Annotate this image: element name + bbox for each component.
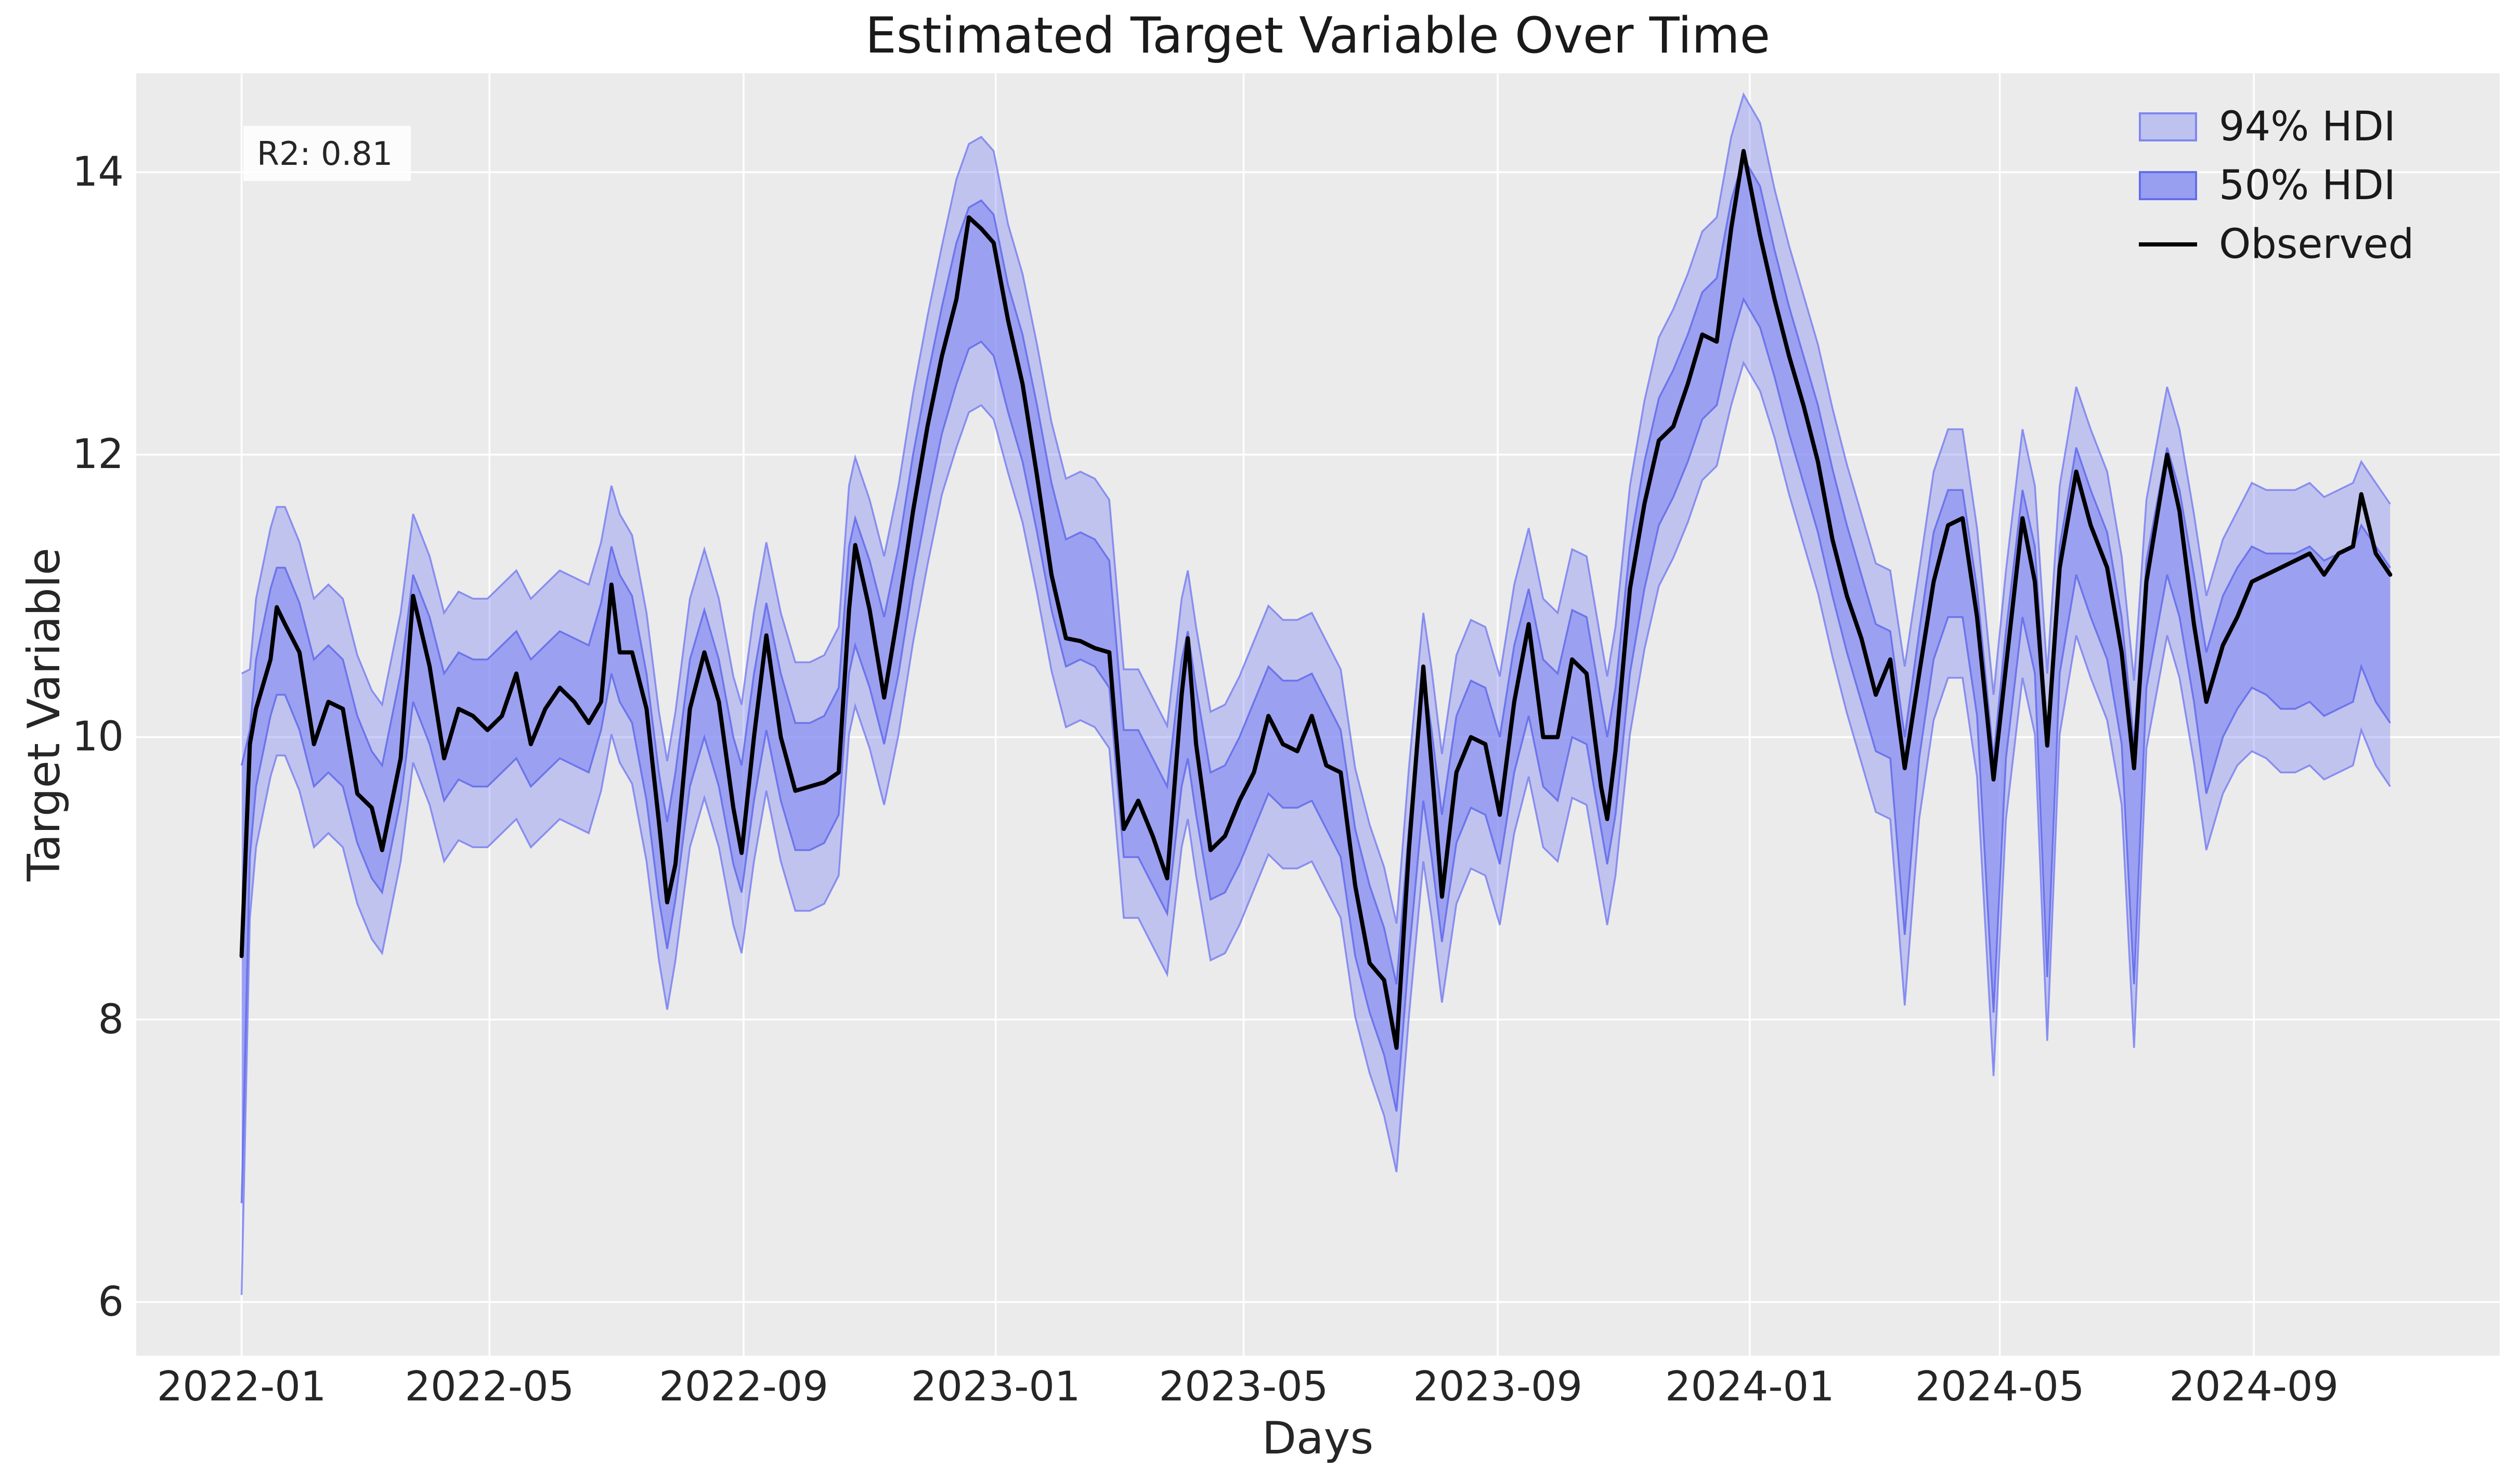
- hdi50-lower-edge: [240, 297, 2391, 1203]
- hdi50-upper-edge: [240, 155, 2391, 985]
- observed-line: [239, 149, 2393, 1050]
- hdi94-upper-edge: [241, 92, 2391, 924]
- hdi94-lower-edge: [240, 360, 2391, 1295]
